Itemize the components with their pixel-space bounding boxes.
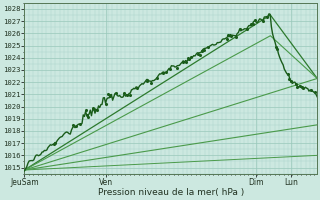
Point <box>300 86 306 89</box>
Point <box>293 82 299 85</box>
Point <box>161 71 166 74</box>
Point <box>244 27 249 30</box>
Point <box>163 71 168 74</box>
Point <box>312 91 317 94</box>
Point <box>83 109 88 112</box>
Point <box>228 33 233 36</box>
Point <box>286 78 292 81</box>
Point <box>91 107 96 110</box>
Point <box>90 107 95 110</box>
Point <box>155 76 160 79</box>
Point <box>84 114 89 117</box>
X-axis label: Pression niveau de la mer( hPa ): Pression niveau de la mer( hPa ) <box>98 188 244 197</box>
Point <box>128 93 133 96</box>
Point <box>70 124 75 127</box>
Point <box>85 115 91 118</box>
Point <box>175 66 180 70</box>
Point <box>274 45 279 48</box>
Point <box>108 95 113 98</box>
Point <box>95 109 100 112</box>
Point <box>114 91 119 94</box>
Point <box>122 92 127 95</box>
Point <box>202 48 207 51</box>
Point <box>229 34 234 37</box>
Point <box>183 60 188 63</box>
Point <box>234 36 239 39</box>
Point <box>275 47 280 50</box>
Point <box>285 73 290 76</box>
Point <box>77 123 82 126</box>
Point <box>196 52 201 55</box>
Point <box>309 88 314 92</box>
Point <box>252 19 258 22</box>
Point <box>264 16 269 19</box>
Point <box>249 22 254 26</box>
Point <box>250 22 255 25</box>
Point <box>225 33 230 37</box>
Point <box>300 85 305 89</box>
Point <box>189 55 194 59</box>
Point <box>144 80 149 83</box>
Point <box>237 27 242 30</box>
Point <box>289 79 294 82</box>
Point <box>297 84 302 87</box>
Point <box>124 94 129 97</box>
Point <box>199 49 204 53</box>
Point <box>197 53 202 56</box>
Point <box>205 45 211 49</box>
Point <box>52 141 58 145</box>
Point <box>260 19 266 22</box>
Point <box>74 125 79 128</box>
Point <box>135 86 140 90</box>
Point <box>187 57 192 60</box>
Point <box>224 38 229 41</box>
Point <box>168 67 173 70</box>
Point <box>103 103 108 106</box>
Point <box>51 143 56 146</box>
Point <box>105 92 110 96</box>
Point <box>295 86 300 89</box>
Point <box>180 60 186 63</box>
Point <box>185 57 190 60</box>
Point <box>149 81 154 84</box>
